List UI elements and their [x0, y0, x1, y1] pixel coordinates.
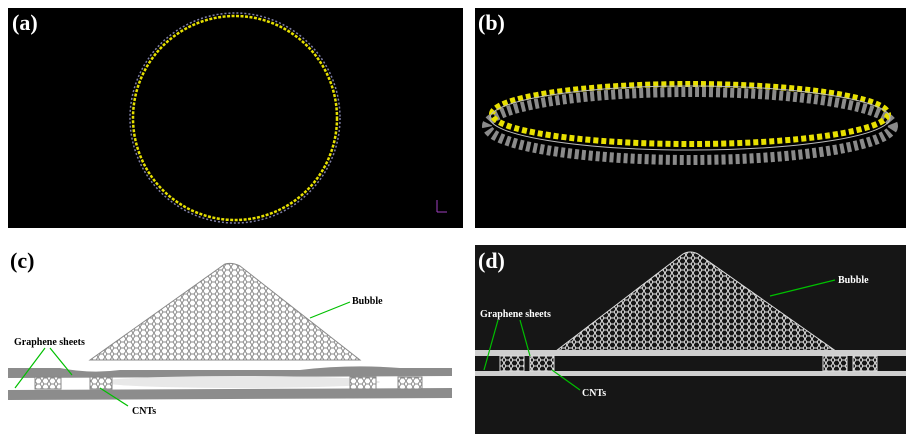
panel-d: Bubble Graphene sheets CNTs (d) — [475, 245, 906, 434]
annotation: CNTs — [582, 388, 606, 399]
graphene-sheet-bottom — [8, 388, 452, 400]
annotation: CNTs — [132, 406, 156, 417]
cnt — [823, 356, 847, 371]
panel-background — [8, 8, 463, 228]
graphene-sheet-bottom — [475, 371, 906, 376]
panel-a: (a) — [8, 8, 463, 228]
panel-b: (b) — [475, 8, 906, 228]
annotation: Graphene sheets — [14, 337, 85, 348]
annotation: Bubble — [838, 275, 869, 286]
cnt — [90, 377, 112, 389]
cnt — [853, 356, 877, 371]
figure: (a) (b) Bubble Graphene sheets CNTs (c) — [0, 0, 906, 434]
panel-background — [475, 8, 906, 228]
panel-label: (b) — [478, 10, 505, 35]
gap — [100, 376, 380, 388]
cnt — [35, 377, 61, 389]
cnt — [500, 356, 524, 371]
panel-label: (c) — [10, 248, 34, 273]
annotation: Graphene sheets — [480, 309, 551, 320]
cnt — [398, 377, 422, 389]
cnt — [350, 377, 376, 389]
graphene-sheet-top — [475, 350, 906, 356]
panel-c: Bubble Graphene sheets CNTs (c) — [8, 245, 460, 433]
annotation: Bubble — [352, 296, 383, 307]
panel-label: (d) — [478, 248, 505, 273]
cnt — [530, 356, 554, 371]
page: (a) (b) Bubble Graphene sheets CNTs (c) — [0, 0, 906, 434]
panel-label: (a) — [12, 10, 38, 35]
